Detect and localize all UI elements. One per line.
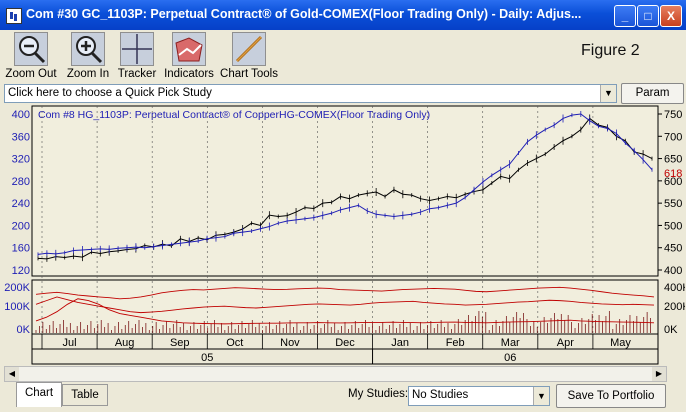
chart-panel[interactable]: Com #8 HG_1103P: Perpetual Contract® of … (4, 104, 686, 366)
price-plot-area (31, 105, 659, 277)
chart-legend-title: Com #8 HG_1103P: Perpetual Contract® of … (38, 109, 430, 121)
volume-layer (35, 286, 655, 333)
current-price-marker: 618 (664, 168, 682, 180)
figure-label: Figure 2 (581, 42, 640, 59)
volume-left-tick-label: 200K (4, 282, 30, 294)
right-axis-tick-label: 650 (664, 154, 682, 166)
zoom-in-icon (71, 32, 105, 66)
right-axis-tick-label: 400 (664, 265, 682, 277)
quick-pick-study-dropdown[interactable]: Click here to choose a Quick Pick Study … (4, 84, 617, 103)
right-axis-tick-label: 450 (664, 243, 682, 255)
month-label: Dec (335, 337, 355, 349)
tab-table[interactable]: Table (62, 384, 108, 406)
minimize-button[interactable]: _ (614, 5, 636, 27)
scroll-right-icon[interactable]: ▶ (652, 367, 666, 381)
quick-pick-study-text: Click here to choose a Quick Pick Study (8, 87, 212, 99)
month-label: May (610, 337, 631, 349)
month-label: Aug (115, 337, 135, 349)
right-axis-tick-label: 750 (664, 109, 682, 121)
left-axis-tick-label: 160 (12, 243, 30, 255)
left-axis-tick-label: 400 (12, 109, 30, 121)
left-axis-tick-label: 200 (12, 220, 30, 232)
left-axis-tick-label: 120 (12, 265, 30, 277)
month-label: Sep (170, 337, 190, 349)
left-axis-tick-label: 240 (12, 198, 30, 210)
left-axis-tick-label: 280 (12, 176, 30, 188)
close-button[interactable]: X (660, 5, 682, 27)
window-title: Com #30 GC_1103P: Perpetual Contract® of… (26, 7, 582, 21)
zoom-out-button[interactable]: Zoom Out (5, 32, 57, 80)
chart-tools-icon (232, 32, 266, 66)
month-label: Jul (63, 337, 77, 349)
month-label: Oct (226, 337, 243, 349)
volume-right-tick-label: 0K (664, 324, 678, 336)
tab-chart[interactable]: Chart (16, 382, 62, 407)
crosshair-icon (120, 32, 154, 66)
chevron-down-icon[interactable]: ▼ (600, 85, 616, 102)
param-button[interactable]: Param (621, 83, 684, 104)
volume-left-tick-label: 100K (4, 301, 30, 313)
open-interest-line (35, 296, 655, 314)
year-label: 06 (504, 352, 516, 364)
month-label: Jan (391, 337, 409, 349)
my-studies-label: My Studies: (348, 388, 409, 400)
right-axis-tick-label: 700 (664, 131, 682, 143)
scroll-left-icon[interactable]: ◀ (5, 367, 19, 381)
chart-svg[interactable]: Com #8 HG_1103P: Perpetual Contract® of … (4, 104, 686, 366)
month-label: Feb (446, 337, 465, 349)
app-icon[interactable] (6, 8, 22, 24)
toolbar: Zoom Out Zoom In Tracker Indicators Char… (0, 30, 686, 82)
indicators-button[interactable]: Indicators (163, 32, 215, 80)
volume-right-tick-label: 400K (664, 282, 685, 294)
series-layer (37, 111, 653, 262)
right-axis-tick-label: 500 (664, 220, 682, 232)
save-to-portfolio-button[interactable]: Save To Portfolio (556, 384, 666, 408)
volume-left-tick-label: 0K (17, 324, 31, 336)
tracker-label: Tracker (117, 68, 157, 80)
my-studies-select[interactable]: No Studies ▼ (408, 386, 550, 406)
chart-tools-button[interactable]: Chart Tools (220, 32, 278, 80)
axis-layer: Jul Aug Sep Oct Nov Dec Jan Feb Mar Apr May 05 06 400… (4, 109, 686, 364)
indicators-label: Indicators (164, 68, 214, 80)
chart-tools-label: Chart Tools (220, 68, 278, 80)
volume-right-tick-label: 200K (664, 301, 685, 313)
title-bar[interactable]: Com #30 GC_1103P: Perpetual Contract® of… (0, 0, 686, 30)
maximize-button[interactable]: □ (637, 5, 659, 27)
series-line-copper (37, 113, 653, 255)
left-axis-tick-label: 360 (12, 131, 30, 143)
grid-layer (41, 106, 594, 334)
left-axis-tick-label: 320 (12, 154, 30, 166)
right-axis-tick-label: 550 (664, 198, 682, 210)
tracker-button[interactable]: Tracker (115, 32, 159, 80)
chevron-down-icon[interactable]: ▼ (533, 387, 549, 405)
right-axis-tick-label: 600 (664, 176, 682, 188)
open-interest-line (35, 298, 655, 325)
month-label: Apr (557, 337, 574, 349)
month-label: Mar (501, 337, 520, 349)
zoom-in-button[interactable]: Zoom In (64, 32, 112, 80)
zoom-out-label: Zoom Out (5, 68, 57, 80)
year-label: 05 (201, 352, 213, 364)
my-studies-value: No Studies (412, 389, 469, 401)
horizontal-scrollbar[interactable]: ◀ ▶ (4, 366, 667, 382)
zoom-out-icon (14, 32, 48, 66)
indicators-icon (172, 32, 206, 66)
open-interest-line (35, 286, 655, 300)
bottom-bar: Chart Table My Studies: No Studies ▼ Sav… (0, 382, 686, 412)
month-label: Nov (280, 337, 300, 349)
zoom-in-label: Zoom In (66, 68, 110, 80)
